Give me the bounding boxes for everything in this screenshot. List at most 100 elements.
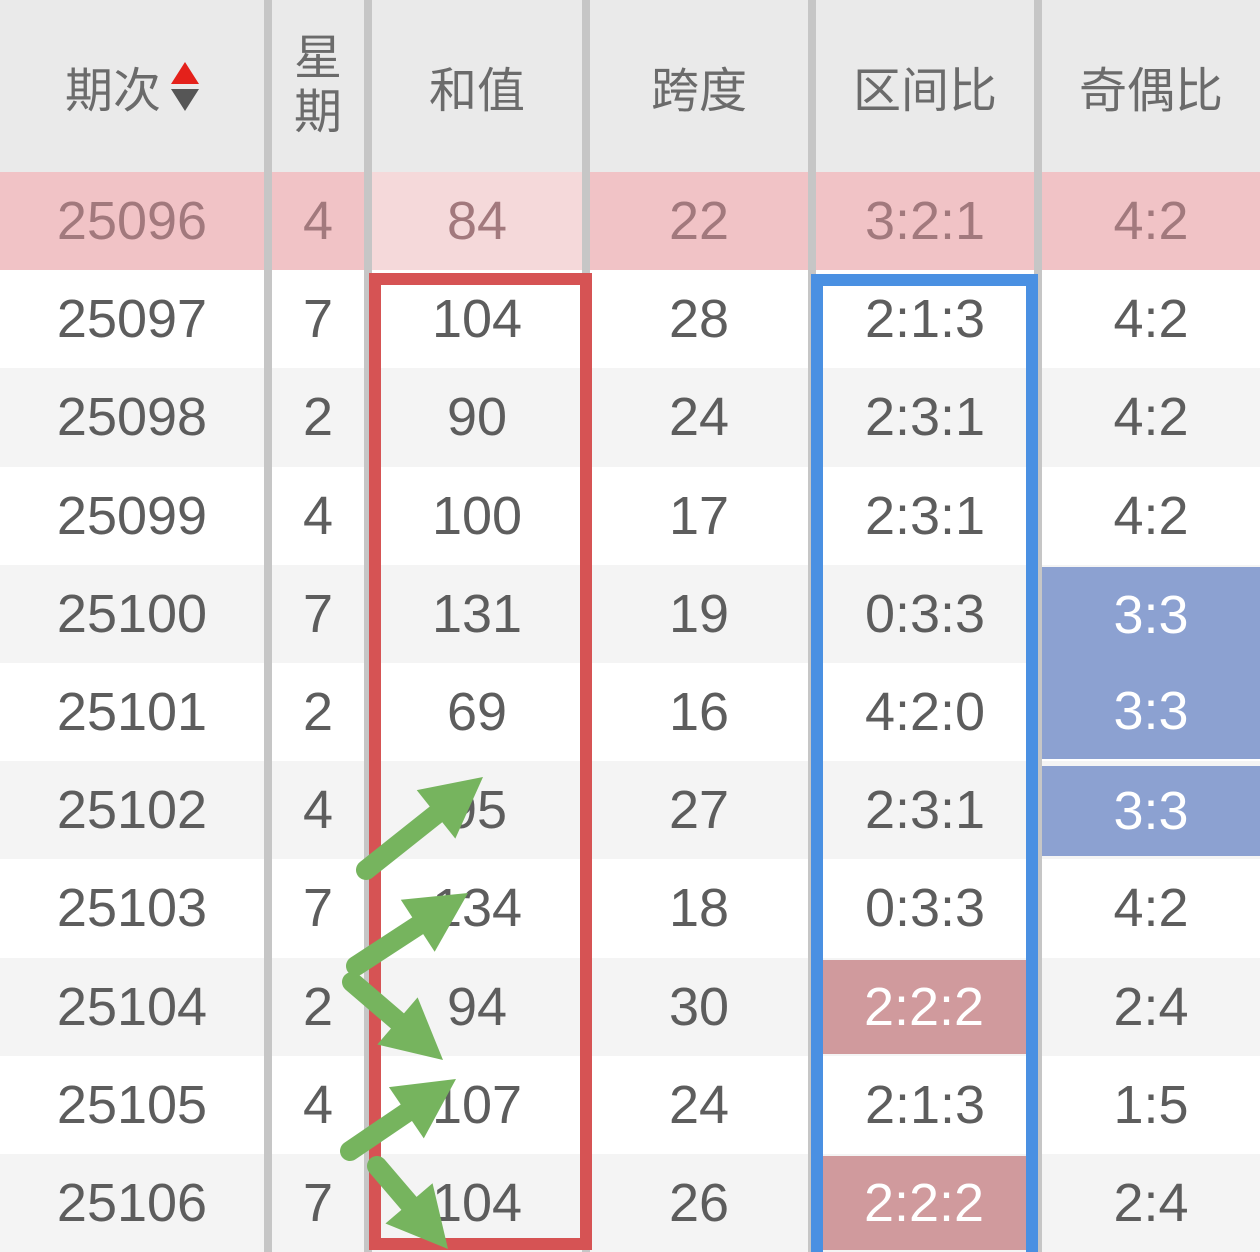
sort-asc-icon: [171, 61, 199, 84]
column-header-label: 奇偶比: [1078, 65, 1223, 118]
sum-value: 69: [446, 682, 508, 743]
column-header-label: 星期: [294, 32, 342, 140]
weekday-value: 4: [302, 780, 334, 841]
cell-25105-weekday: 4: [264, 1055, 364, 1154]
cell-25106-weekday: 7: [264, 1153, 364, 1252]
cell-25103-sum: 134: [364, 859, 582, 958]
cell-25096-sum: 84: [364, 172, 582, 271]
cell-25100-odd_even_ratio: 3:3: [1034, 564, 1260, 663]
cell-25106-zone_ratio: 2:2:2: [808, 1153, 1034, 1252]
cell-25096-weekday: 4: [264, 172, 364, 271]
cell-25097-span: 28: [582, 270, 808, 369]
weekday-value: 7: [302, 583, 334, 644]
column-header-period[interactable]: 期次: [0, 0, 264, 172]
period-value: 25097: [56, 289, 208, 350]
cell-25097-sum: 104: [364, 270, 582, 369]
sort-desc-icon: [171, 88, 199, 111]
cell-25103-odd_even_ratio: 4:2: [1034, 859, 1260, 958]
cell-25103-span: 18: [582, 859, 808, 958]
column-header-label: 期次: [64, 65, 161, 118]
odd_even_ratio-value: 3:3: [1113, 781, 1189, 842]
cell-25102-sum: 95: [364, 761, 582, 860]
column-header-odd_even_ratio: 奇偶比: [1034, 0, 1260, 172]
highlight-zone-ratio: 2:2:2: [822, 959, 1026, 1054]
cell-25102-zone_ratio: 2:3:1: [808, 761, 1034, 860]
cell-25101-span: 16: [582, 662, 808, 762]
weekday-value: 2: [302, 682, 334, 743]
cell-25100-zone_ratio: 0:3:3: [808, 564, 1034, 663]
sum-value: 131: [431, 583, 523, 644]
cell-25098-sum: 90: [364, 368, 582, 467]
cell-25097-zone_ratio: 2:1:3: [808, 270, 1034, 369]
column-header-label: 跨度: [650, 65, 747, 118]
cell-25104-weekday: 2: [264, 957, 364, 1056]
cell-25105-span: 24: [582, 1055, 808, 1154]
column-header-span: 跨度: [582, 0, 808, 172]
period-value: 25096: [56, 191, 208, 252]
period-value: 25105: [56, 1074, 208, 1135]
weekday-value: 4: [302, 485, 334, 546]
highlight-odd-even-ratio: 3:3: [1042, 662, 1260, 760]
sum-value: 134: [431, 878, 523, 939]
weekday-value: 7: [302, 289, 334, 350]
cell-25096-zone_ratio: 3:2:1: [808, 172, 1034, 271]
sort-icon[interactable]: [171, 61, 199, 111]
cell-25098-odd_even_ratio: 4:2: [1034, 368, 1260, 467]
column-header-sum: 和值: [364, 0, 582, 172]
cell-25101-sum: 69: [364, 662, 582, 762]
cell-25104-period: 25104: [0, 957, 264, 1056]
cell-25105-period: 25105: [0, 1055, 264, 1154]
cell-25099-zone_ratio: 2:3:1: [808, 466, 1034, 565]
cell-25096-span: 22: [582, 172, 808, 271]
weekday-value: 2: [302, 976, 334, 1037]
cell-25105-zone_ratio: 2:1:3: [808, 1055, 1034, 1154]
cell-25101-weekday: 2: [264, 662, 364, 762]
zone_ratio-value: 0:3:3: [864, 583, 986, 644]
zone_ratio-value: 2:2:2: [863, 1172, 985, 1233]
cell-25101-odd_even_ratio: 3:3: [1034, 662, 1260, 762]
cell-25103-weekday: 7: [264, 859, 364, 958]
span-value: 22: [668, 191, 730, 252]
period-value: 25103: [56, 878, 208, 939]
cell-25106-sum: 104: [364, 1153, 582, 1252]
odd_even_ratio-value: 1:5: [1113, 1074, 1189, 1135]
zone_ratio-value: 2:3:1: [864, 485, 986, 546]
cell-25097-period: 25097: [0, 270, 264, 369]
span-value: 26: [668, 1172, 730, 1233]
weekday-value: 4: [302, 191, 334, 252]
highlight-odd-even-ratio: 3:3: [1042, 766, 1260, 857]
sum-value: 107: [431, 1074, 523, 1135]
odd_even_ratio-value: 4:2: [1113, 289, 1189, 350]
cell-25102-period: 25102: [0, 761, 264, 860]
odd_even_ratio-value: 4:2: [1113, 387, 1189, 448]
span-value: 30: [668, 976, 730, 1037]
zone_ratio-value: 0:3:3: [864, 878, 986, 939]
span-value: 18: [668, 878, 730, 939]
period-value: 25101: [56, 682, 208, 743]
sum-value: 90: [446, 387, 508, 448]
cell-25099-sum: 100: [364, 466, 582, 565]
period-value: 25104: [56, 976, 208, 1037]
cell-25099-period: 25099: [0, 466, 264, 565]
span-value: 19: [668, 583, 730, 644]
sum-value: 100: [431, 485, 523, 546]
cell-25098-weekday: 2: [264, 368, 364, 467]
column-header-zone_ratio: 区间比: [808, 0, 1034, 172]
odd_even_ratio-value: 4:2: [1113, 878, 1189, 939]
cell-25098-span: 24: [582, 368, 808, 467]
zone_ratio-value: 2:3:1: [864, 387, 986, 448]
period-value: 25099: [56, 485, 208, 546]
odd_even_ratio-value: 2:4: [1113, 1172, 1189, 1233]
cell-25098-zone_ratio: 2:3:1: [808, 368, 1034, 467]
odd_even_ratio-value: 2:4: [1113, 976, 1189, 1037]
cell-25103-period: 25103: [0, 859, 264, 958]
weekday-value: 7: [302, 1172, 334, 1233]
cell-25106-odd_even_ratio: 2:4: [1034, 1153, 1260, 1252]
cell-25105-odd_even_ratio: 1:5: [1034, 1055, 1260, 1154]
span-value: 17: [668, 485, 730, 546]
zone_ratio-value: 2:1:3: [864, 289, 986, 350]
cell-25104-odd_even_ratio: 2:4: [1034, 957, 1260, 1056]
cell-25100-sum: 131: [364, 564, 582, 663]
odd_even_ratio-value: 4:2: [1113, 485, 1189, 546]
